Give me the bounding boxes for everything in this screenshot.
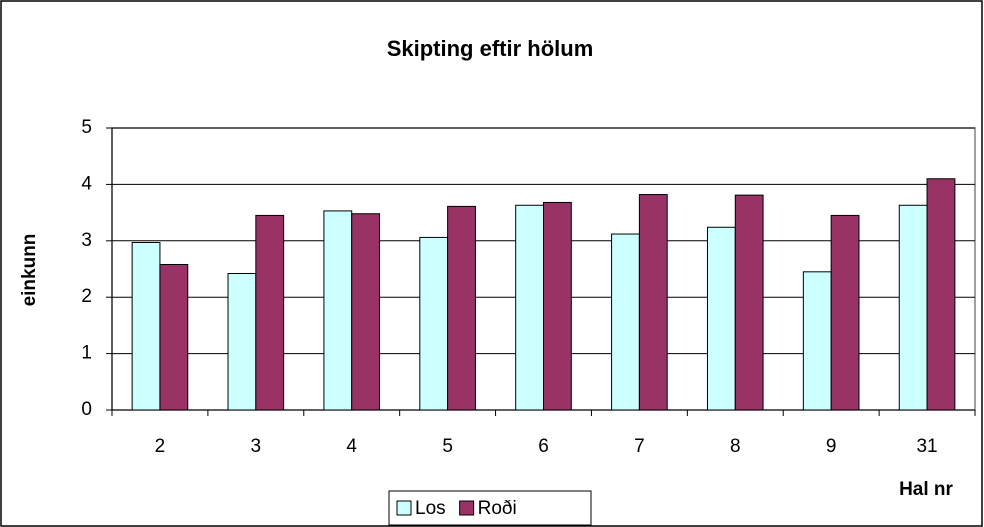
y-tick-label: 2 <box>81 286 92 307</box>
y-tick-label: 3 <box>81 230 92 251</box>
bar <box>131 241 161 411</box>
x-tick-label: 5 <box>442 436 453 457</box>
legend-label: Los <box>415 498 446 519</box>
bar <box>611 233 640 411</box>
bar <box>802 271 832 411</box>
bar <box>638 194 668 411</box>
bar <box>159 263 189 411</box>
bar <box>255 214 285 411</box>
bar <box>830 214 860 411</box>
legend-swatch <box>459 500 475 516</box>
x-tick-label: 31 <box>916 436 937 457</box>
y-axis-label: einkunn <box>19 234 40 307</box>
bar <box>447 205 476 411</box>
y-tick-label: 1 <box>81 343 92 364</box>
x-tick-label: 7 <box>634 436 645 457</box>
bar <box>543 201 572 411</box>
x-axis-label: Hal nr <box>899 479 953 500</box>
x-tick-label: 9 <box>826 436 837 457</box>
bar <box>419 236 449 411</box>
bar <box>734 194 764 411</box>
y-tick-label: 0 <box>81 399 92 420</box>
y-tick-label: 5 <box>81 117 92 138</box>
legend-label: Roði <box>478 498 517 519</box>
bar <box>351 213 381 411</box>
y-tick-label: 4 <box>81 173 92 194</box>
x-tick-label: 2 <box>155 436 166 457</box>
bar <box>706 226 736 411</box>
bar <box>898 204 928 411</box>
bar <box>926 178 956 411</box>
x-tick-label: 6 <box>538 436 549 457</box>
bar <box>323 210 353 411</box>
bar <box>227 273 257 411</box>
legend-swatch <box>396 500 412 516</box>
x-tick-label: 3 <box>251 436 262 457</box>
chart-title: Skipting eftir hölum <box>387 36 594 61</box>
legend-box <box>388 490 592 526</box>
x-tick-label: 4 <box>346 436 357 457</box>
bar <box>515 204 544 411</box>
x-tick-label: 8 <box>730 436 741 457</box>
